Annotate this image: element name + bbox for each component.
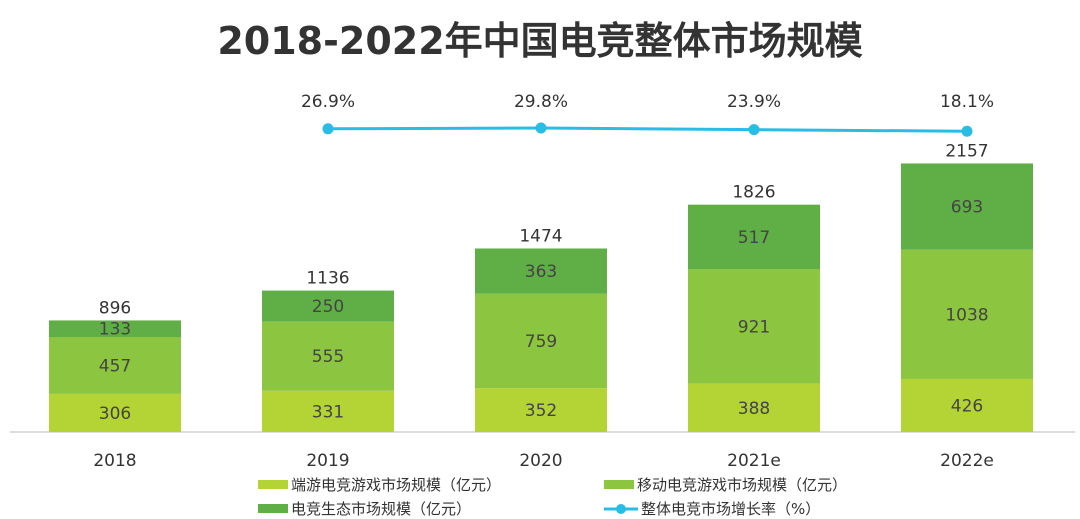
total-label: 1136 <box>306 269 349 289</box>
x-tick-label: 2020 <box>519 451 562 471</box>
total-label: 1826 <box>732 183 775 203</box>
legend-item-ecosystem: 电竞生态市场规模（亿元） <box>258 498 471 519</box>
data-label: 759 <box>525 332 557 352</box>
growth-label: 18.1% <box>940 92 994 112</box>
x-tick-label: 2022e <box>940 451 994 471</box>
data-label: 693 <box>951 198 983 218</box>
data-label: 921 <box>738 317 770 337</box>
data-label: 555 <box>312 347 344 367</box>
legend-item-growth: 整体电竞市场增长率（%） <box>604 498 820 519</box>
bar-segment <box>475 293 607 389</box>
legend-label: 移动电竞游戏市场规模（亿元） <box>637 476 848 494</box>
data-label: 517 <box>738 228 770 248</box>
legend-label: 端游电竞游戏市场规模（亿元） <box>291 476 502 494</box>
growth-label: 23.9% <box>727 92 781 112</box>
legend-label: 整体电竞市场增长率（%） <box>641 500 821 518</box>
bar-segment <box>262 321 394 391</box>
legend-label: 电竞生态市场规模（亿元） <box>291 500 472 518</box>
x-tick-label: 2018 <box>93 451 136 471</box>
legend-swatch <box>258 480 288 489</box>
legend-item-pc: 端游电竞游戏市场规模（亿元） <box>258 474 501 495</box>
bar-segment <box>49 320 181 338</box>
data-label: 363 <box>525 262 557 282</box>
bar-segment <box>262 290 394 322</box>
growth-point <box>535 122 547 134</box>
bar-segment <box>688 269 820 384</box>
total-label: 2157 <box>945 141 988 161</box>
data-label: 306 <box>99 404 131 424</box>
bar-segment <box>262 390 394 432</box>
total-label: 896 <box>99 298 131 318</box>
total-label: 1474 <box>519 226 562 246</box>
bar-segment <box>475 248 607 294</box>
legend-line-marker <box>604 503 638 514</box>
data-label: 133 <box>99 320 131 340</box>
bar-segment <box>901 378 1033 432</box>
growth-line <box>327 126 968 133</box>
legend-swatch <box>258 504 288 513</box>
growth-point <box>961 125 973 137</box>
data-label: 250 <box>312 297 344 317</box>
x-tick-label: 2021e <box>727 451 781 471</box>
growth-label: 29.8% <box>514 92 568 112</box>
data-label: 1038 <box>945 305 988 325</box>
legend-item-mobile: 移动电竞游戏市场规模（亿元） <box>604 474 847 495</box>
data-label: 426 <box>951 396 983 416</box>
bar-segment <box>688 383 820 432</box>
growth-point <box>322 123 334 135</box>
x-tick-label: 2019 <box>306 451 349 471</box>
growth-label: 26.9% <box>301 92 355 112</box>
growth-point <box>748 124 760 136</box>
chart-title: 2018-2022年中国电竞整体市场规模 <box>217 19 863 63</box>
data-label: 388 <box>738 399 770 419</box>
bar-segment <box>901 249 1033 379</box>
data-label: 352 <box>525 401 557 421</box>
bar-segment <box>901 163 1033 250</box>
bar-segment <box>49 337 181 394</box>
bar-segment <box>49 393 181 432</box>
bar-segment <box>688 204 820 270</box>
bar-segment <box>475 388 607 432</box>
data-label: 331 <box>312 402 344 422</box>
data-label: 457 <box>99 356 131 376</box>
legend-swatch <box>604 480 634 489</box>
